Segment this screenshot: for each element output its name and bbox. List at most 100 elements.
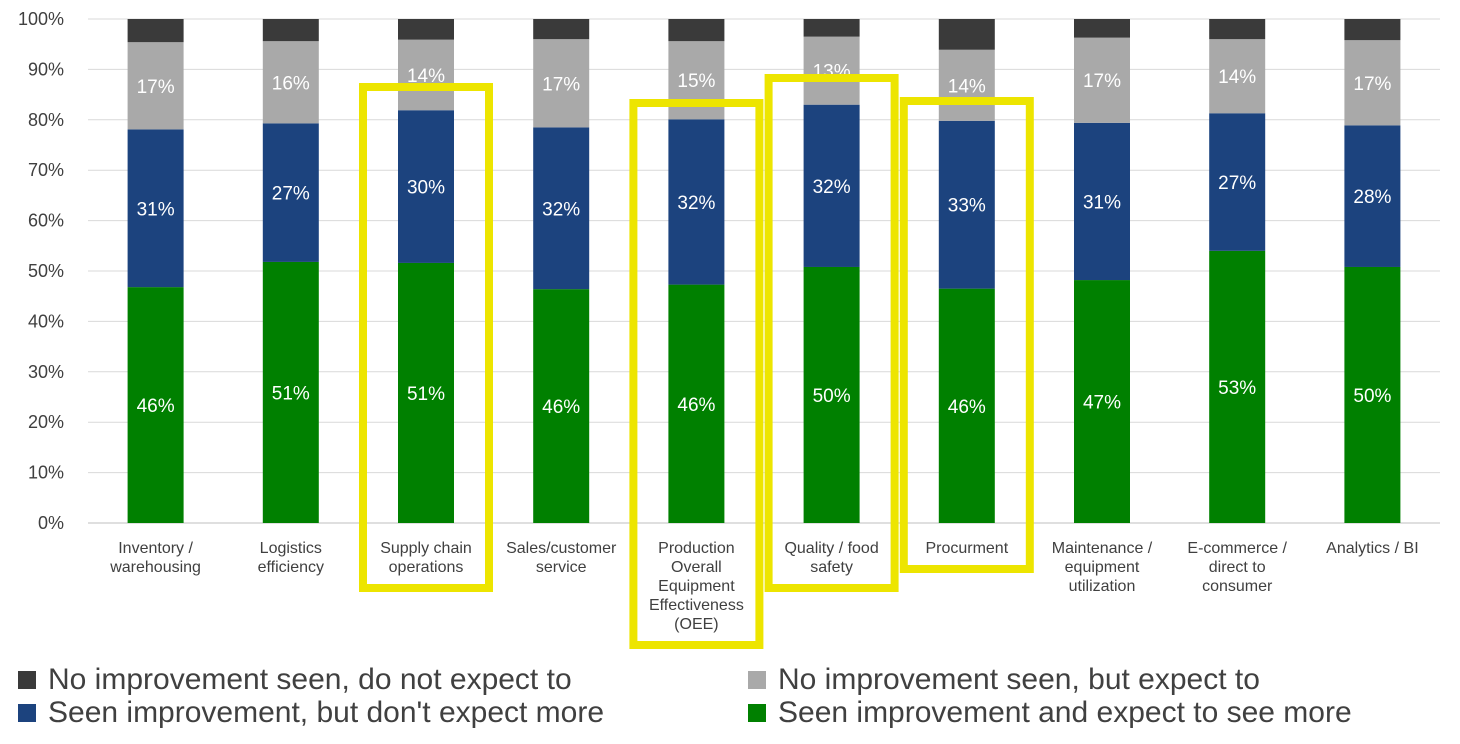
bar-segment (938, 49, 995, 121)
y-tick-label: 0% (38, 513, 64, 533)
x-tick-label-line: service (536, 559, 587, 576)
x-tick-label-line: Effectiveness (649, 597, 744, 614)
bar-segment (262, 123, 319, 262)
legend-entry: Seen improvement and expect to see more (778, 696, 1352, 729)
bar-segment (668, 284, 725, 523)
data-labels: 46% 31% 17% 51% 27% 16% 51% 30% 14% 46% 32% 17% 46% 3… (137, 62, 1392, 418)
legend-swatch (18, 671, 36, 689)
x-tick-label-line: safety (810, 559, 853, 576)
data-label: 17% (1353, 74, 1391, 95)
bar-segment (127, 42, 184, 130)
x-tick-label-line: Analytics / BI (1326, 540, 1418, 557)
bar-segment (803, 36, 860, 105)
bar-segment (398, 19, 454, 40)
legend-swatch (748, 671, 766, 689)
x-tick-label-line: Logistics (260, 540, 322, 557)
x-tick-label-line: (OEE) (674, 616, 718, 633)
data-label: 33% (948, 196, 986, 217)
x-axis: Inventory / warehousing Logistics efficienc… (109, 540, 1418, 633)
data-label: 31% (137, 199, 175, 220)
legend-entry: No improvement seen, but expect to (778, 663, 1260, 696)
data-label: 27% (272, 184, 310, 205)
bar-segment (533, 39, 590, 128)
data-label: 27% (1218, 173, 1256, 194)
data-label: 32% (813, 177, 851, 198)
y-tick-label: 30% (28, 362, 64, 382)
x-tick-label-line: Equipment (658, 578, 735, 595)
bar-segment (398, 110, 454, 263)
bar-segment (1344, 40, 1401, 126)
bar-segment (1074, 37, 1130, 123)
x-tick-label: Supply chain operations (380, 540, 472, 576)
highlight-box (629, 99, 764, 649)
bar-segment (1209, 39, 1266, 114)
bar-segment (1344, 266, 1401, 523)
y-tick-label: 80% (28, 110, 64, 130)
x-tick-label-line: E-commerce / (1187, 540, 1287, 557)
x-tick-label-line: equipment (1065, 559, 1140, 576)
y-tick-label: 90% (28, 59, 64, 79)
bar-segment (1074, 122, 1130, 281)
data-label: 16% (272, 73, 310, 94)
legend-entry: Seen improvement, but don't expect more (48, 696, 604, 729)
bar-segment (803, 104, 860, 267)
bar-segment (1074, 19, 1130, 38)
bar-segment (938, 19, 995, 50)
x-tick-label-line: operations (389, 559, 464, 576)
data-label: 17% (1083, 71, 1121, 92)
x-tick-label: Maintenance / equipment utilization (1052, 540, 1153, 595)
legend-swatch (748, 704, 766, 722)
x-tick-label: Quality / food safety (784, 540, 878, 576)
y-tick-label: 70% (28, 160, 64, 180)
y-tick-label: 50% (28, 261, 64, 281)
x-tick-label-line: Inventory / (118, 540, 193, 557)
data-label: 53% (1218, 378, 1256, 399)
bar-segment (1344, 125, 1401, 267)
highlight-box (359, 83, 493, 592)
y-tick-label: 60% (28, 211, 64, 231)
data-label: 51% (272, 383, 310, 404)
highlight-box (764, 74, 899, 592)
x-tick-label: Sales/customer service (506, 540, 617, 576)
y-axis: 0% 10% 20% 30% 40% 50% 60% 70% 80% 90% 100% (18, 9, 64, 533)
data-label: 15% (677, 71, 715, 92)
highlight-box (899, 97, 1034, 573)
y-tick-label: 40% (28, 311, 64, 331)
x-tick-label-line: Maintenance / (1052, 540, 1153, 557)
x-tick-label-line: Quality / food (784, 540, 878, 557)
y-tick-label: 10% (28, 463, 64, 483)
bar-segment (398, 262, 454, 523)
legend: No improvement seen, do not expect to No … (18, 663, 1352, 729)
data-label: 30% (407, 178, 445, 199)
bar-segment (398, 39, 454, 111)
bar-segment (262, 41, 319, 124)
bar-segment (668, 19, 725, 42)
data-label: 31% (1083, 192, 1121, 213)
bar-segment (127, 129, 184, 288)
data-label: 28% (1353, 187, 1391, 208)
data-label: 46% (137, 396, 175, 417)
data-label: 14% (948, 76, 986, 97)
data-label: 47% (1083, 393, 1121, 414)
data-label: 17% (542, 74, 580, 95)
bar-segment (127, 19, 184, 43)
highlight-boxes (359, 74, 1034, 649)
bar-segment (533, 289, 590, 523)
legend-entry: No improvement seen, do not expect to (48, 663, 572, 696)
x-tick-label: E-commerce / direct to consumer (1187, 540, 1287, 595)
x-tick-label: Analytics / BI (1326, 540, 1418, 557)
x-tick-label-line: Sales/customer (506, 540, 617, 557)
bar-segment (533, 19, 590, 40)
bar-segment (1344, 19, 1401, 41)
legend-swatch (18, 704, 36, 722)
x-tick-label-line: efficiency (258, 559, 324, 576)
data-label: 14% (407, 66, 445, 87)
bar-segment (1209, 250, 1266, 523)
x-tick-label-line: Procurment (925, 540, 1008, 557)
bar-segment (533, 127, 590, 290)
x-tick-label-line: utilization (1069, 578, 1136, 595)
bar-segment (938, 288, 995, 523)
x-tick-label: Production Overall Equipment Effectiveness (… (649, 540, 744, 633)
bar-segment (127, 287, 184, 523)
